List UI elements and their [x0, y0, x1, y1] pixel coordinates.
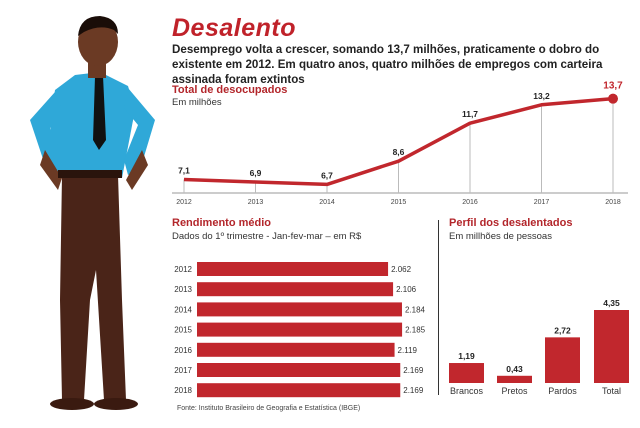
category-label: 2013	[174, 285, 192, 294]
bar	[197, 322, 403, 337]
data-label: 7,1	[178, 166, 190, 176]
x-tick-label: 2012	[176, 199, 192, 206]
value-label: 2.184	[405, 305, 426, 314]
category-label: Pardos	[548, 386, 577, 396]
line-chart-subtitle: Em milhões	[172, 97, 222, 108]
category-label: Brancos	[450, 386, 484, 396]
line-chart: 2012 2013 2014 2015 2016 2017 2018 7,1 6,9 6,7 8,6…	[172, 81, 628, 206]
category-label: 2012	[174, 265, 192, 274]
value-label: 4,35	[603, 298, 620, 308]
value-label: 2,72	[554, 325, 571, 335]
bar	[197, 383, 401, 398]
data-label: 6,9	[250, 168, 262, 178]
category-label: 2014	[174, 305, 192, 314]
bar	[197, 282, 394, 297]
page-title: Desalento	[172, 14, 296, 42]
page-subtitle: Desemprego volta a crescer, somando 13,7…	[172, 43, 603, 86]
x-tick-label: 2017	[534, 199, 550, 206]
value-label: 1,19	[458, 351, 475, 361]
line-chart-title: Total de desocupados	[172, 84, 288, 96]
income-chart-subtitle: Dados do 1º trimestre - Jan-fev-mar – em…	[172, 231, 362, 242]
bar	[594, 310, 629, 383]
category-label: 2015	[174, 326, 192, 335]
source-note: Fonte: Instituto Brasileiro de Geografia…	[177, 405, 361, 412]
value-label: 2.185	[405, 326, 426, 335]
x-tick-label: 2014	[319, 199, 335, 206]
bar	[449, 363, 484, 383]
x-tick-label: 2013	[248, 199, 264, 206]
value-label: 2.062	[391, 265, 412, 274]
bar	[197, 342, 395, 357]
data-label: 13,2	[533, 91, 550, 101]
series-line	[183, 96, 614, 187]
x-tick-label: 2016	[462, 199, 478, 206]
data-label: 11,7	[462, 109, 478, 119]
profile-chart-title: Perfil dos desalentados	[449, 217, 573, 229]
bar	[197, 302, 402, 317]
data-label: 6,7	[321, 170, 333, 180]
profile-chart-subtitle: Em millhões de pessoas	[449, 231, 552, 242]
bar	[497, 375, 532, 383]
income-bar-chart: 2012 2.062 2013 2.106 2014 2.184 2015 2.185 2016…	[174, 262, 426, 398]
divider	[438, 220, 439, 395]
value-label: 2.106	[396, 285, 417, 294]
data-label: 8,6	[393, 147, 405, 157]
data-point	[608, 93, 618, 104]
x-tick-label: 2015	[391, 199, 407, 206]
x-tick-label: 2018	[605, 199, 621, 206]
category-label: Total	[602, 386, 621, 396]
man-illustration	[30, 16, 155, 410]
value-label: 2.169	[403, 366, 424, 375]
category-label: 2018	[174, 386, 192, 395]
bar	[197, 363, 401, 377]
category-label: Pretos	[501, 386, 528, 396]
value-label: 2.169	[403, 386, 424, 395]
value-label: 2.119	[398, 346, 418, 355]
income-chart-title: Rendimento médio	[172, 217, 272, 229]
data-label: 13,7	[603, 81, 623, 92]
category-label: 2017	[174, 366, 192, 375]
bar	[197, 262, 389, 276]
bar	[545, 337, 580, 383]
value-label: 0,43	[506, 364, 523, 374]
category-label: 2016	[174, 346, 192, 355]
